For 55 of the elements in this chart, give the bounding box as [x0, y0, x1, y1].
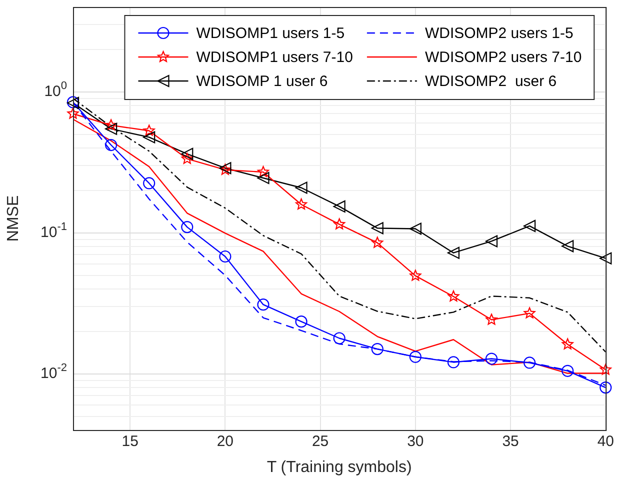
legend-label: WDISOMP2 users 7-10 [424, 49, 582, 66]
point [447, 356, 460, 368]
point [448, 290, 460, 302]
x-tick-label: 20 [216, 433, 234, 450]
legend-label: WDISOMP2 users 1-5 [424, 25, 574, 42]
point [410, 270, 422, 281]
point [334, 218, 346, 230]
point [295, 182, 308, 194]
point [143, 177, 156, 190]
point [257, 298, 270, 311]
point [143, 124, 155, 136]
point [257, 166, 270, 178]
x-axis-title: T (Training symbols) [266, 458, 412, 476]
point [371, 222, 384, 234]
point [524, 356, 536, 369]
legend-label: WDISOMP 1 user 6 [196, 73, 328, 90]
point [485, 235, 498, 248]
y-axis-title: NMSE [5, 195, 22, 242]
point [333, 332, 346, 344]
point [485, 352, 498, 365]
x-tick-label: 25 [312, 433, 329, 450]
point [371, 343, 384, 356]
point [447, 246, 460, 259]
point [486, 314, 498, 325]
point [181, 221, 194, 234]
point [562, 240, 574, 252]
point [295, 316, 308, 328]
point [333, 200, 346, 212]
x-tick-label: 15 [122, 433, 138, 450]
point [219, 250, 232, 263]
point [296, 198, 308, 210]
point [104, 138, 118, 152]
point [104, 122, 118, 135]
point [600, 364, 612, 375]
legend-label: WDISOMP1 users 7-10 [196, 49, 353, 66]
x-tick-label: 35 [502, 433, 519, 450]
point [600, 252, 612, 264]
x-tick-label: 40 [597, 433, 614, 450]
point [562, 338, 574, 350]
point [67, 108, 79, 119]
point [409, 350, 422, 363]
point [143, 131, 156, 144]
point [562, 364, 574, 377]
point [524, 307, 536, 318]
x-tick-label: 30 [407, 433, 424, 450]
point [181, 152, 193, 164]
point [524, 220, 536, 232]
point [409, 222, 422, 235]
point [105, 119, 117, 130]
point [257, 172, 270, 184]
legend-label: WDISOMP2 user 6 [424, 73, 557, 90]
legend-label: WDISOMP1 users 1-5 [196, 25, 345, 42]
point [181, 148, 194, 160]
point [600, 382, 612, 394]
point [372, 236, 384, 248]
